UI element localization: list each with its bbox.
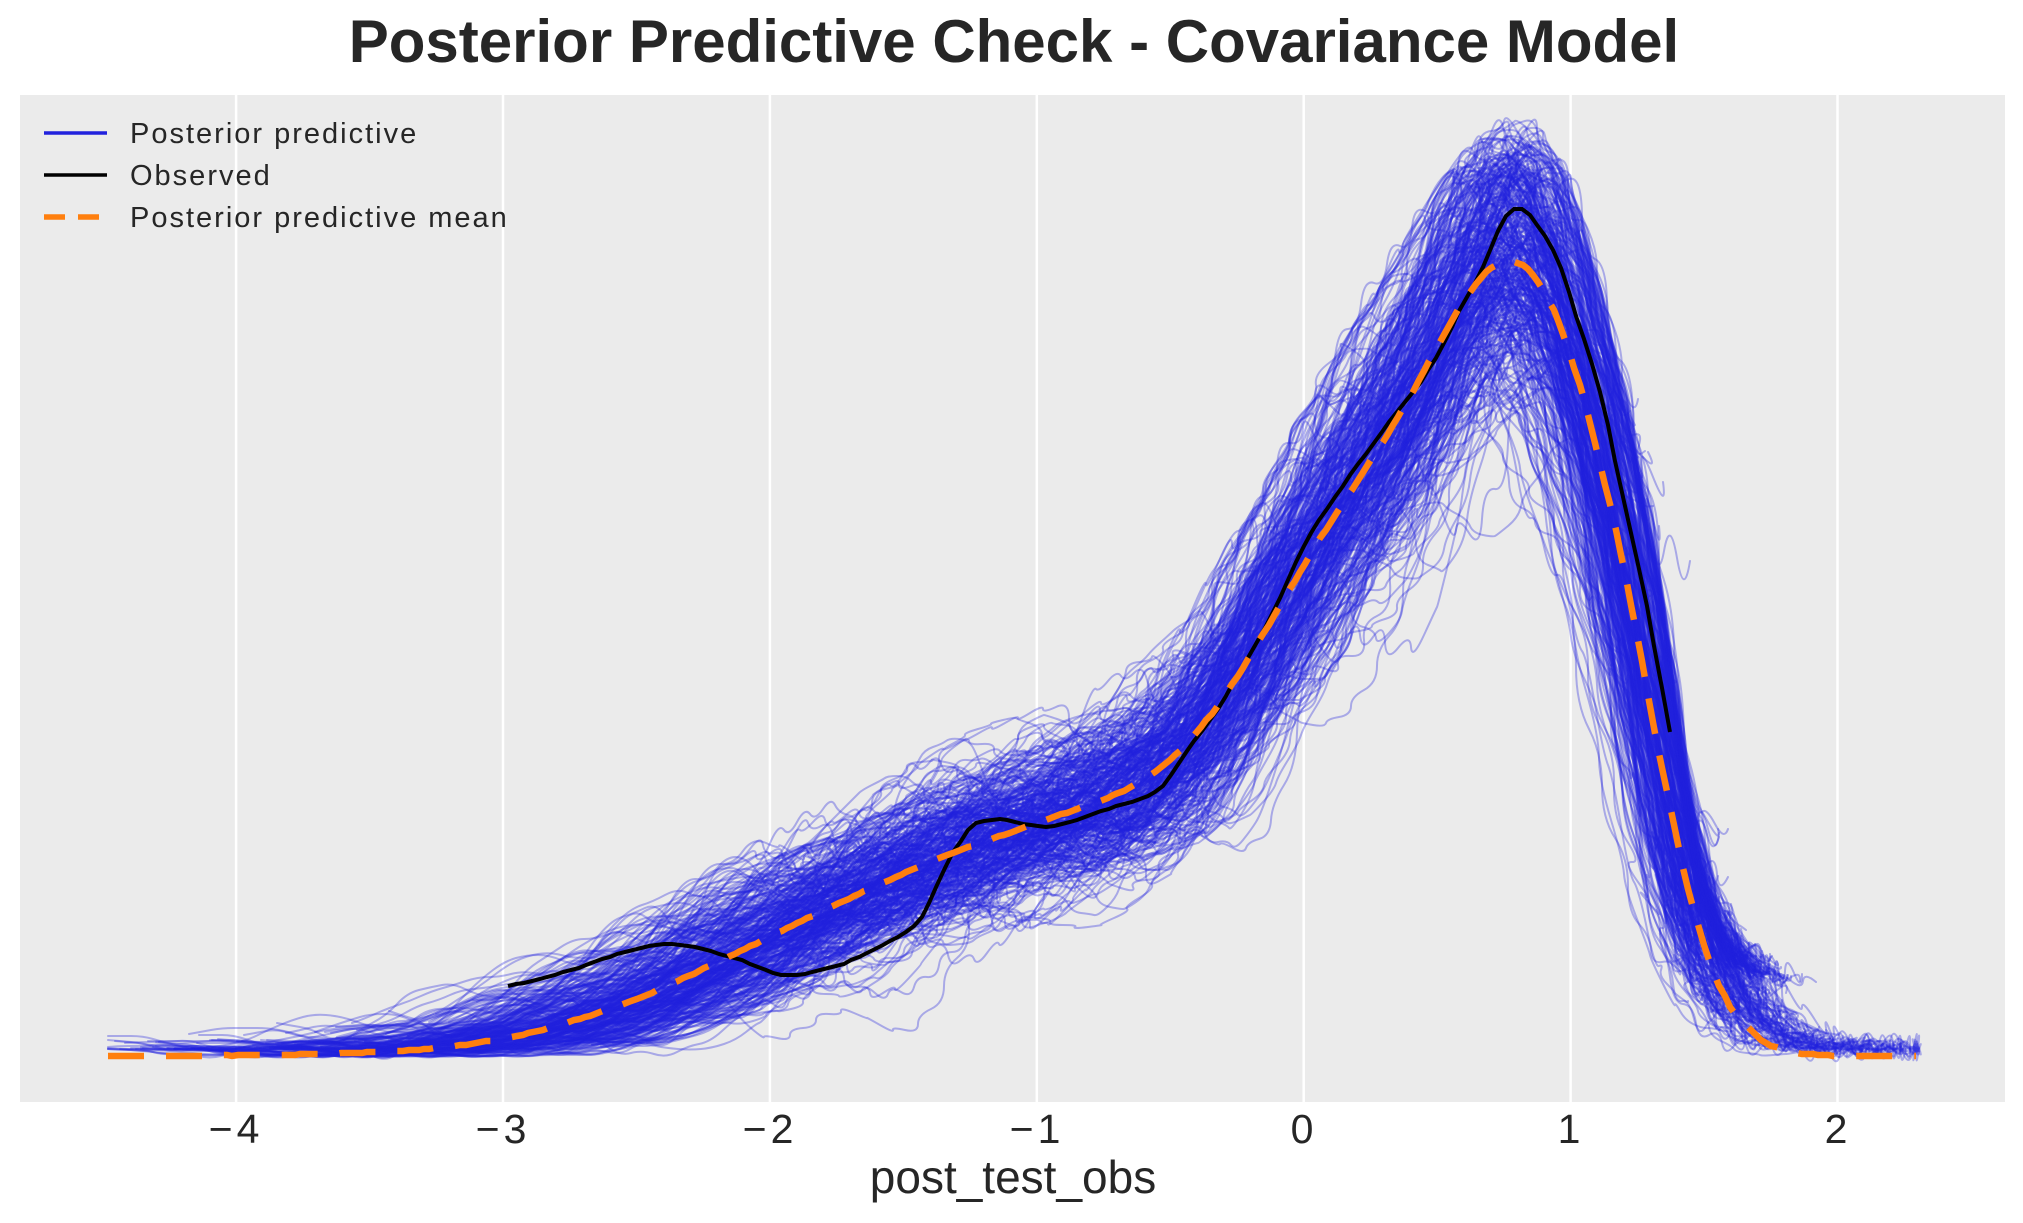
svg-text:0: 0 (1291, 1106, 1318, 1152)
svg-text:−3: −3 (476, 1106, 531, 1152)
svg-text:−4: −4 (209, 1106, 264, 1152)
svg-text:−1: −1 (1010, 1106, 1065, 1152)
svg-text:−2: −2 (743, 1106, 798, 1152)
svg-text:Observed: Observed (130, 160, 272, 192)
svg-text:Posterior Predictive Check - C: Posterior Predictive Check - Covariance … (349, 8, 1679, 75)
svg-text:Posterior predictive mean: Posterior predictive mean (130, 202, 509, 234)
svg-text:Posterior predictive: Posterior predictive (130, 118, 418, 150)
svg-text:post_test_obs: post_test_obs (870, 1151, 1156, 1203)
svg-text:2: 2 (1825, 1106, 1852, 1152)
svg-text:1: 1 (1558, 1106, 1585, 1152)
